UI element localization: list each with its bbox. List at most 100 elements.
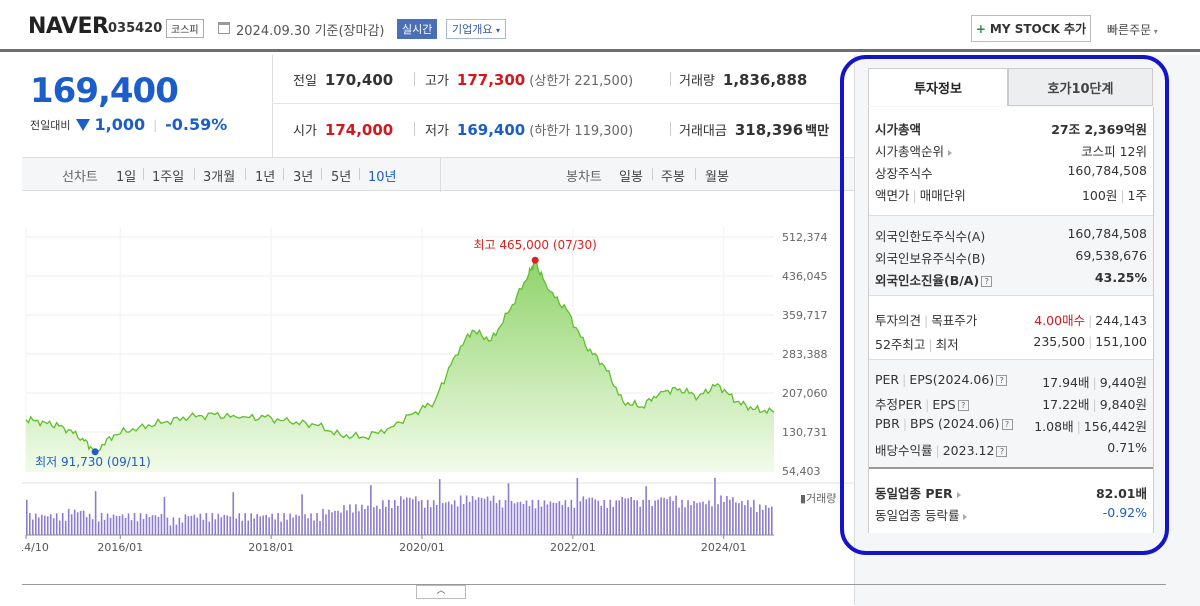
y-tick-label: 54,403 xyxy=(782,465,821,478)
volume-bar xyxy=(190,515,193,535)
price-area-fill xyxy=(26,259,774,471)
volume-bar xyxy=(708,500,710,535)
volume-bar xyxy=(145,513,148,535)
company-overview-label: 기업개요 xyxy=(452,23,493,36)
volume-bar xyxy=(61,513,64,535)
bps-label: BPS (2024.06) xyxy=(910,416,1000,431)
info-row[interactable]: 동일업종 등락률 -0.92% xyxy=(875,505,1147,525)
volume-bar xyxy=(337,510,339,535)
divider xyxy=(283,168,284,180)
period-1d[interactable]: 1일 xyxy=(116,170,137,185)
chevron-down-icon: ▾ xyxy=(495,26,500,35)
volume-bar xyxy=(669,496,671,535)
divider: | xyxy=(1088,313,1093,328)
volume-bar xyxy=(672,501,674,535)
add-mystock-button[interactable]: + MY STOCK 추가 xyxy=(971,15,1091,42)
volume-bar xyxy=(699,502,701,535)
period-3m[interactable]: 3개월 xyxy=(203,170,236,185)
divider xyxy=(194,168,195,180)
volume-bar xyxy=(465,495,468,535)
volume-bar xyxy=(405,497,408,535)
pbr-label: PBR xyxy=(875,416,900,431)
arrow-right-icon xyxy=(963,513,968,520)
volume-bar xyxy=(729,499,731,535)
trade-amount: 거래대금 318,396 백만 xyxy=(679,120,829,139)
foreign-limit-value: 160,784,508 xyxy=(1067,226,1147,241)
volume-bar xyxy=(615,500,618,535)
volume-bar xyxy=(151,515,154,535)
volume-bar xyxy=(657,499,659,535)
help-icon[interactable]: ? xyxy=(981,276,993,287)
candle-monthly[interactable]: 월봉 xyxy=(705,170,729,185)
bps-value: 156,442원 xyxy=(1083,419,1147,434)
period-3y[interactable]: 3년 xyxy=(293,170,314,185)
period-10y[interactable]: 10년 xyxy=(368,170,397,185)
volume-bar xyxy=(732,497,734,535)
realtime-button[interactable]: 실시간 xyxy=(397,19,438,39)
volume-bar xyxy=(753,499,755,535)
help-icon[interactable]: ? xyxy=(996,446,1008,457)
volume-bar xyxy=(660,497,662,535)
volume-label: ▮거래량 xyxy=(800,492,836,505)
volume-bar xyxy=(31,519,34,535)
volume-bar xyxy=(271,513,273,535)
max-label: 최고 465,000 (07/30) xyxy=(474,238,597,252)
period-5y[interactable]: 5년 xyxy=(331,170,352,185)
volume-bar xyxy=(205,513,208,535)
help-icon[interactable]: ? xyxy=(996,375,1008,386)
tab-orderbook[interactable]: 호가10단계 xyxy=(1008,68,1153,106)
info-row[interactable]: 동일업종 PER 82.01배 xyxy=(875,483,1147,503)
candle-weekly[interactable]: 주봉 xyxy=(661,170,685,185)
volume-bar xyxy=(355,504,357,535)
market-cap-group: 시가총액 27조 2,369억원 시가총액순위 코스피 12위 상장주식수 160,7… xyxy=(869,107,1153,215)
volume-bar xyxy=(696,503,698,535)
eps-value: 9,440원 xyxy=(1099,375,1147,390)
volume-bar xyxy=(720,495,722,535)
candle-daily[interactable]: 일봉 xyxy=(619,170,643,185)
stock-header: NAVER 035420 코스피 2024.09.30 기준(장마감) 실시간 … xyxy=(0,0,1200,52)
volume-bar xyxy=(148,516,151,535)
volume-bar xyxy=(510,500,513,535)
info-row[interactable]: 시가총액순위 코스피 12위 xyxy=(875,141,1147,161)
divider xyxy=(440,158,441,192)
period-1w[interactable]: 1주일 xyxy=(152,170,185,185)
quick-order-button[interactable]: 빠른주문 ▾ xyxy=(1107,21,1158,38)
volume-bar xyxy=(127,513,130,535)
volume-bar xyxy=(226,515,229,535)
divider xyxy=(143,168,144,180)
volume-bar xyxy=(435,504,438,535)
opinion-group: 투자의견 | 목표주가 4.00매수 | 244,143 52주최고 | 최저 235,500 |… xyxy=(869,295,1153,359)
collapse-chart-button[interactable]: ︿ xyxy=(416,585,466,599)
volume-bar xyxy=(256,514,258,535)
arrow-right-icon xyxy=(956,491,961,498)
volume-bar xyxy=(214,519,217,535)
divider: | xyxy=(935,443,940,458)
volume-bar xyxy=(543,500,546,535)
help-icon[interactable]: ? xyxy=(957,400,969,411)
volume-bar xyxy=(187,516,190,535)
volume-bar xyxy=(633,500,635,535)
period-1y[interactable]: 1년 xyxy=(255,170,276,185)
volume-bar xyxy=(106,513,109,535)
volume-bar xyxy=(723,501,725,535)
par-value-label: 액면가 xyxy=(875,188,910,203)
volume-bar xyxy=(82,510,85,535)
tab-invest-info[interactable]: 투자정보 xyxy=(868,68,1008,106)
dividend-label: 배당수익률 xyxy=(875,443,933,458)
per-value: 17.94배 xyxy=(1042,375,1090,390)
quick-order-label: 빠른주문 xyxy=(1107,23,1152,37)
volume-bar xyxy=(73,509,76,535)
volume-bar xyxy=(549,501,552,535)
volume-bar xyxy=(268,517,270,535)
help-icon[interactable]: ? xyxy=(1001,419,1013,430)
company-overview-button[interactable]: 기업개요 ▾ xyxy=(446,19,506,39)
volume-bar xyxy=(130,520,133,535)
x-tick-label: 2014/10 xyxy=(22,541,49,554)
week52-high-label: 52주최고 xyxy=(875,337,926,352)
price-chart[interactable]: 512,374 436,045 359,717 283,388 207,060 130,7… xyxy=(3,191,854,586)
volume-bar xyxy=(244,513,247,535)
divider xyxy=(670,72,671,86)
volume-bar xyxy=(121,514,124,535)
high-label: 고가 xyxy=(425,74,449,89)
max-point xyxy=(531,256,539,264)
